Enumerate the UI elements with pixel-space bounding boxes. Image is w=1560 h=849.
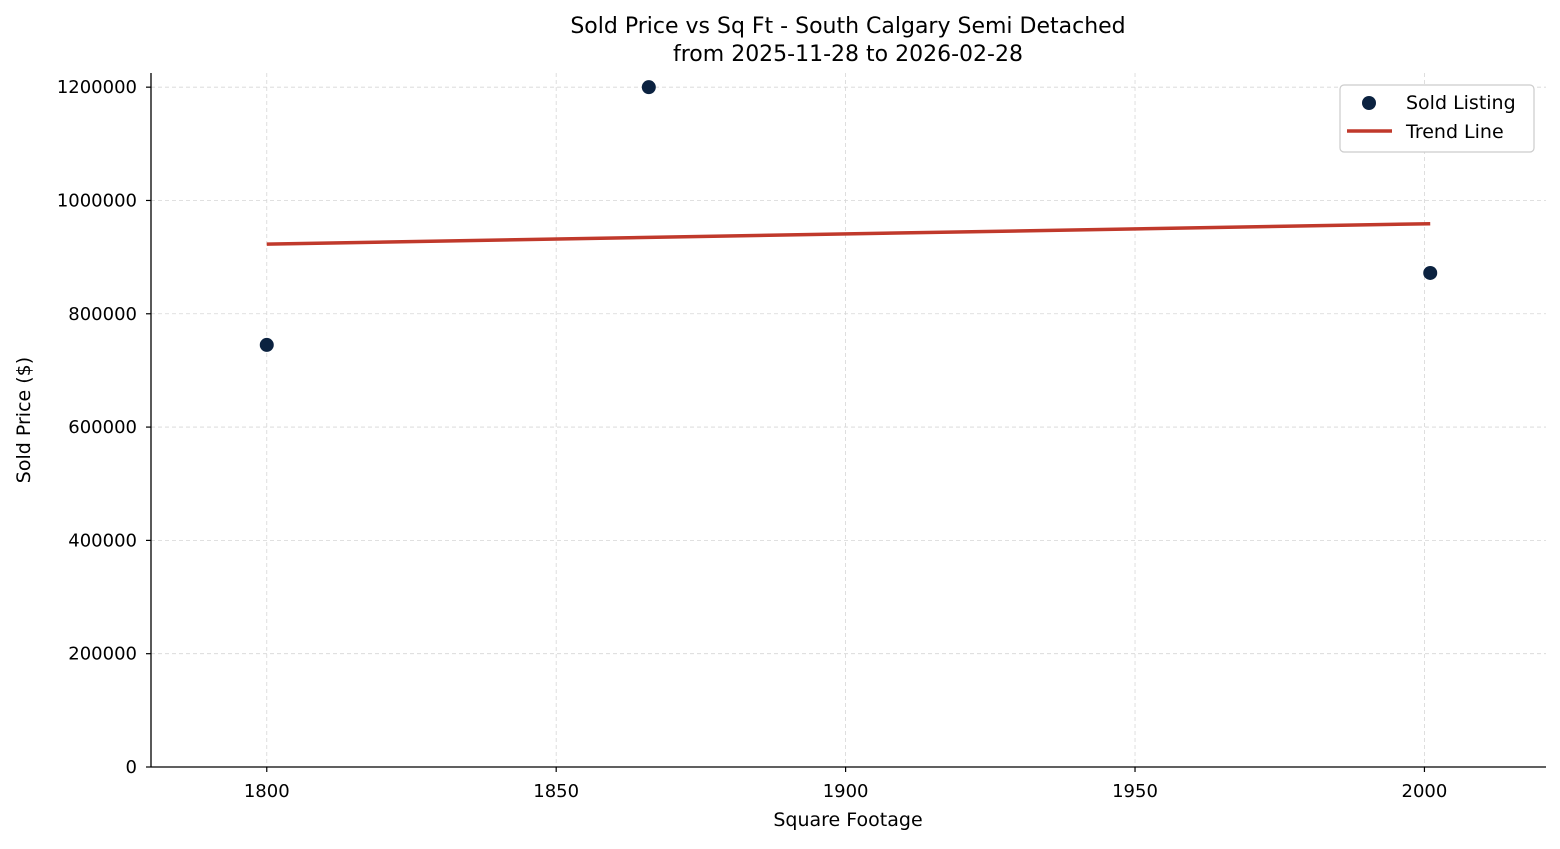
- grid-lines: [151, 73, 1546, 767]
- y-tick-label: 0: [126, 757, 137, 778]
- legend-label-sold-listing: Sold Listing: [1406, 92, 1516, 114]
- data-point-sold-listing: [259, 337, 274, 352]
- legend-box: [1339, 84, 1535, 153]
- x-tick-label: 2000: [1402, 781, 1448, 802]
- y-axis-label: Sold Price ($): [13, 357, 35, 483]
- y-tick-label: 600000: [68, 417, 137, 438]
- data-point-sold-listing: [641, 80, 656, 95]
- y-tick-label: 800000: [68, 304, 137, 325]
- legend: Sold Listing Trend Line: [1339, 84, 1535, 153]
- x-tick-label: 1800: [244, 781, 290, 802]
- x-tick-label: 1950: [1112, 781, 1158, 802]
- data-point-sold-listing: [1423, 265, 1438, 280]
- legend-label-trend-line: Trend Line: [1405, 121, 1504, 143]
- y-tick-label: 200000: [68, 644, 137, 665]
- data-marks: [259, 80, 1438, 352]
- trend-line: [266, 221, 1431, 246]
- legend-marker-sold-listing: [1362, 96, 1376, 110]
- chart-title: Sold Price vs Sq Ft - South Calgary Semi…: [570, 14, 1125, 39]
- x-axis-label: Square Footage: [773, 809, 922, 831]
- tick-labels: 1800 1850 1900 1950 2000 0 200000 400000 600000 8…: [57, 77, 1448, 802]
- y-tick-label: 1200000: [57, 77, 137, 98]
- x-tick-label: 1900: [823, 781, 869, 802]
- y-tick-label: 400000: [68, 530, 137, 551]
- x-tick-label: 1850: [533, 781, 579, 802]
- chart-subtitle: from 2025-11-28 to 2026-02-28: [673, 42, 1023, 67]
- y-tick-label: 1000000: [57, 190, 137, 211]
